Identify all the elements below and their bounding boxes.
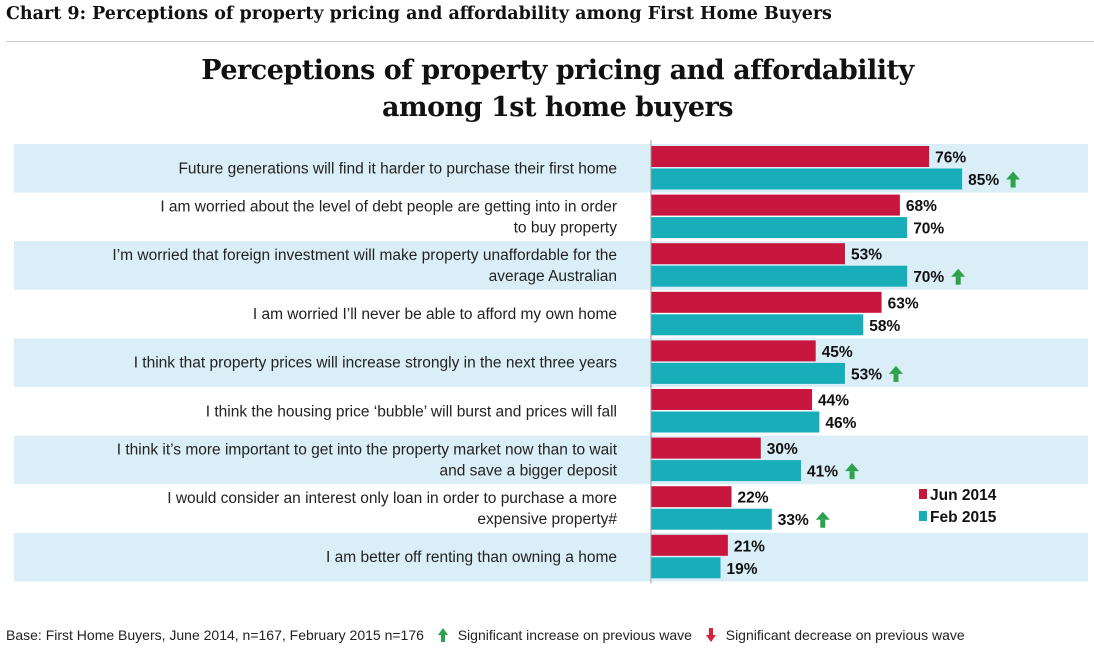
data-label: 85% [968,172,999,189]
bar-jun-2014 [651,486,732,508]
bar-jun-2014 [651,534,728,556]
base-note: Base: First Home Buyers, June 2014, n=16… [6,627,424,643]
data-label: 45% [822,344,853,361]
title-divider [6,41,1094,42]
bar-jun-2014 [651,340,816,362]
data-label: 30% [767,441,798,458]
legend-label-feb-2015: Feb 2015 [930,509,997,526]
significant-decrease-legend: Significant decrease on previous wave [725,627,965,643]
row-band [14,435,1088,485]
bar-feb-2015 [651,265,908,287]
bar-feb-2015 [651,411,820,433]
figure-title: Chart 9: Perceptions of property pricing… [6,4,832,24]
data-label: 53% [851,366,882,383]
significant-increase-legend: Significant increase on previous wave [457,627,692,643]
category-label: I am worried about the level of debt peo… [160,198,617,215]
legend-swatch-feb-2015 [919,511,927,521]
data-label: 22% [738,490,769,507]
data-label: 21% [734,538,765,555]
bar-jun-2014 [651,291,882,313]
bar-jun-2014 [651,437,761,459]
category-label: expensive property# [477,511,617,528]
category-label: I think that property prices will increa… [134,355,618,372]
bar-feb-2015 [651,557,721,579]
significant-increase-arrow-stem [893,373,899,382]
bar-jun-2014 [651,146,930,167]
category-label: I’m worried that foreign investment will… [112,247,617,264]
bar-feb-2015 [651,460,802,482]
data-label: 68% [906,198,937,215]
significant-decrease-arrow-icon [705,628,717,642]
significant-increase-arrow-icon [888,365,903,374]
category-label: I am better off renting than owning a ho… [326,549,617,566]
bar-jun-2014 [651,194,900,216]
bar-feb-2015 [651,362,845,384]
significant-increase-arrow-stem [1010,179,1016,188]
chart-title-line-2: among 1st home buyers [382,92,733,123]
data-label: 46% [825,415,856,432]
data-label: 76% [935,150,966,167]
significant-increase-arrow-stem [955,276,961,285]
category-label: to buy property [514,219,618,236]
bar-jun-2014 [651,243,845,265]
footer: Base: First Home Buyers, June 2014, n=16… [6,627,965,643]
bar-jun-2014 [651,389,813,410]
significant-increase-arrow-icon [437,628,449,642]
data-label: 53% [851,247,882,264]
data-label: 33% [778,512,809,529]
legend-label-jun-2014: Jun 2014 [930,487,997,504]
row-band [14,338,1088,387]
data-label: 58% [869,318,900,335]
bar-feb-2015 [651,168,963,190]
data-label: 63% [888,295,919,312]
data-label: 44% [818,393,849,410]
category-label: I think it’s more important to get into … [117,441,618,458]
significant-increase-arrow-stem [820,519,826,528]
category-label: Future generations will find it harder t… [178,160,617,177]
bar-feb-2015 [651,217,908,239]
significant-increase-arrow-icon [1006,171,1021,180]
significant-increase-arrow-icon [951,268,966,277]
chart-title: Perceptions of property pricing and affo… [130,52,985,126]
category-label: I would consider an interest only loan i… [167,490,617,507]
row-band [14,532,1088,582]
category-label: I am worried I’ll never be able to affor… [253,306,617,323]
data-label: 70% [913,221,944,238]
significant-increase-arrow-icon [815,511,830,520]
legend-swatch-jun-2014 [919,489,927,499]
chart-title-line-1: Perceptions of property pricing and affo… [201,55,914,86]
category-label: and save a bigger deposit [439,462,617,479]
bar-feb-2015 [651,508,772,530]
data-label: 70% [913,269,944,286]
category-label: average Australian [489,268,617,285]
category-label: I think the housing price ‘bubble’ will … [206,403,617,420]
data-label: 19% [727,561,758,578]
bar-feb-2015 [651,314,864,336]
bar-chart: Future generations will find it harder t… [14,140,1088,584]
row-band [14,241,1088,290]
significant-increase-arrow-stem [849,471,855,480]
significant-increase-arrow-icon [845,463,860,472]
data-label: 41% [807,464,838,481]
